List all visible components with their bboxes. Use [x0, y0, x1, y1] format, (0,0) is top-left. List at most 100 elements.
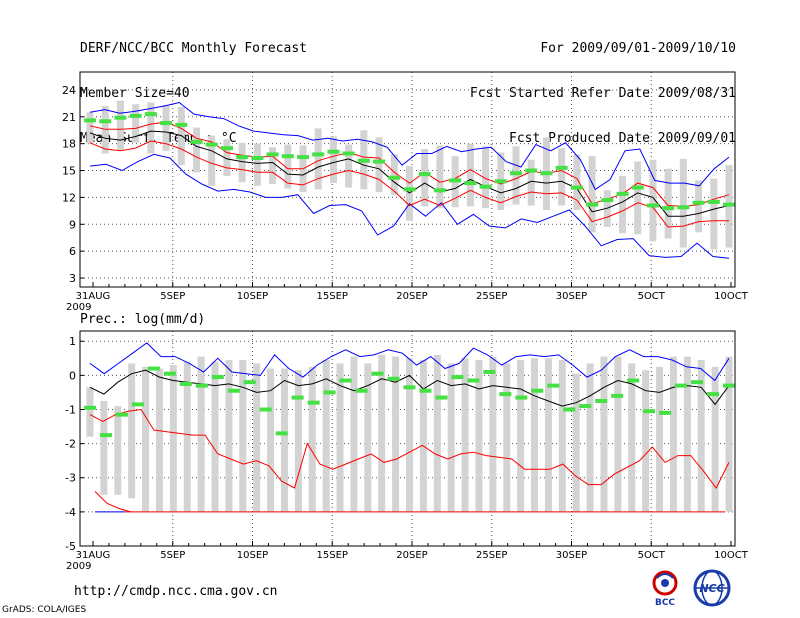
temp-median-marker — [403, 187, 416, 192]
temp-spread-box — [162, 105, 170, 151]
prec-median-marker — [627, 378, 640, 383]
temp-spread-box — [573, 154, 581, 210]
prec-spread-box — [253, 363, 261, 512]
prec-median-marker — [483, 369, 496, 374]
prec-median-marker — [707, 392, 720, 397]
prec-ytick-label: 0 — [69, 369, 76, 382]
temp-spread-box — [558, 148, 566, 206]
temp-spread-box — [314, 128, 322, 190]
prec-ytick-label: 1 — [69, 335, 76, 348]
prec-median-marker — [499, 392, 512, 397]
temp-median-marker — [114, 115, 127, 120]
temp-median-marker — [236, 155, 249, 160]
prec-median-marker — [579, 404, 592, 409]
prec-spread-box — [364, 363, 372, 512]
prec-median-marker — [147, 366, 160, 371]
prec-xtick-label: 10OCT — [714, 550, 749, 561]
temp-spread-box — [345, 144, 353, 188]
temp-spread-box — [238, 142, 246, 183]
prec-median-marker — [291, 395, 304, 400]
prec-median-marker — [115, 412, 128, 417]
prec-xtick-label: 15SEP — [317, 550, 348, 561]
prec-median-marker — [723, 383, 735, 388]
prec-median-marker — [211, 375, 224, 380]
temp-median-marker — [586, 202, 599, 207]
prec-median-marker — [339, 378, 352, 383]
prec-xtick-label: 25SEP — [476, 550, 507, 561]
prec-spread-box — [544, 358, 552, 512]
prec-spread-box — [336, 363, 344, 512]
prec-spread-box — [586, 363, 594, 512]
prec-spread-box — [447, 363, 455, 512]
prec-median-marker — [84, 405, 96, 410]
prec-median-marker — [355, 388, 368, 393]
temp-spread-box — [132, 104, 140, 143]
temp-spread-box — [284, 144, 292, 189]
prec-median-marker — [467, 378, 480, 383]
prec-spread-box — [489, 356, 497, 512]
prec-spread-box — [114, 406, 122, 495]
temp-median-marker — [175, 122, 188, 127]
website-url[interactable]: http://cmdp.ncc.cma.gov.cn — [74, 584, 278, 599]
temp-ytick-label: 15 — [62, 165, 76, 178]
prec-median-marker — [131, 402, 144, 407]
temp-max-line — [89, 101, 730, 191]
temp-spread-box — [116, 100, 124, 150]
prec-median-marker — [163, 371, 176, 376]
temp-median-marker — [449, 178, 462, 183]
temp-median-marker — [205, 142, 218, 147]
ncc-logo-text: NCC — [699, 582, 724, 595]
temp-median-marker — [84, 118, 96, 123]
temp-median-marker — [616, 191, 629, 196]
temp-median-marker — [510, 171, 522, 176]
prec-median-marker — [643, 409, 656, 414]
temp-xtick-label: 10OCT — [714, 291, 749, 302]
prec-spread-box — [600, 356, 608, 512]
temp-spread-box — [147, 102, 155, 154]
temp-median-marker — [160, 121, 173, 126]
prec-median-marker — [563, 407, 576, 412]
prec-year-label: 2009 — [66, 561, 91, 572]
temp-spread-box — [390, 154, 398, 195]
prec-spread-box — [628, 363, 636, 512]
temp-spread-box — [269, 147, 277, 184]
prec-spread-box — [669, 356, 677, 512]
prec-spread-box — [558, 360, 566, 512]
temp-ytick-label: 6 — [69, 245, 76, 258]
prec-spread-box — [614, 356, 622, 512]
temp-median-marker — [570, 185, 583, 190]
temp-spread-box — [619, 175, 626, 234]
temp-spread-box — [436, 145, 444, 209]
prec-median-marker — [611, 393, 624, 398]
temp-frame — [79, 71, 736, 288]
temp-median-marker — [220, 146, 233, 151]
temp-median-marker — [388, 175, 401, 180]
prec-median-marker — [243, 380, 256, 385]
temp-spread-box — [679, 158, 687, 248]
prec-spread-box — [183, 361, 191, 512]
temp-xtick-label: 31AUG — [76, 291, 111, 302]
prec-xtick-label: 20SEP — [396, 550, 427, 561]
prec-spread-box — [86, 387, 94, 437]
temp-median-marker — [312, 152, 325, 157]
prec-median-marker — [387, 376, 400, 381]
temp-median-marker — [601, 198, 614, 203]
temp-median-marker — [327, 149, 340, 154]
prec-lower-line — [89, 408, 730, 489]
temp-median-marker — [525, 168, 538, 173]
prec-spread-box — [683, 356, 691, 512]
prec-median-marker — [99, 433, 112, 438]
prec-spread-box — [294, 370, 302, 512]
ncc-logo: NCC — [693, 569, 731, 607]
temp-spread-box — [588, 156, 596, 233]
temp-median-marker — [190, 139, 203, 144]
temp-spread-box — [466, 143, 474, 207]
temp-median-marker — [662, 206, 675, 211]
temp-median-marker — [266, 152, 279, 157]
temp-spread-box — [664, 168, 672, 239]
temp-ytick-label: 21 — [62, 111, 76, 124]
temp-spread-box — [421, 149, 429, 207]
prec-spread-box — [155, 368, 163, 512]
prec-spread-box — [406, 358, 413, 512]
